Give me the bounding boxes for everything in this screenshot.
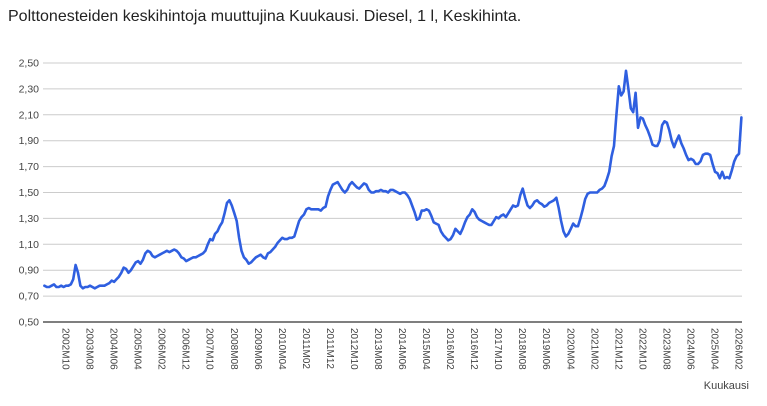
x-axis-label: Kuukausi xyxy=(703,380,749,392)
x-tick-label: 2014M06 xyxy=(396,328,407,370)
x-tick-label: 2004M06 xyxy=(108,328,119,370)
x-tick-label: 2012M10 xyxy=(348,328,359,370)
x-tick-label: 2013M08 xyxy=(372,328,383,370)
x-tick-label: 2006M12 xyxy=(180,328,191,370)
x-tick-label: 2006M02 xyxy=(156,328,167,370)
x-tick-label: 2005M04 xyxy=(132,328,143,370)
y-tick-label: 2,10 xyxy=(19,109,40,121)
y-tick-label: 0,90 xyxy=(19,265,40,277)
x-tick-label: 2024M06 xyxy=(684,328,695,370)
y-tick-label: 1,70 xyxy=(19,161,40,173)
x-tick-label: 2015M04 xyxy=(420,328,431,370)
y-tick-label: 0,50 xyxy=(19,317,40,329)
x-tick-label: 2019M06 xyxy=(540,328,551,370)
y-tick-label: 2,30 xyxy=(19,83,40,95)
x-tick-label: 2021M02 xyxy=(588,328,599,370)
x-tick-label: 2025M04 xyxy=(708,328,719,370)
x-tick-label: 2007M10 xyxy=(204,328,215,370)
y-axis-ticks: 0,50 0,70 0,90 1,10 1,30 1,50 1,70 1,90 2,10 2,30… xyxy=(19,58,40,329)
x-tick-label: 2017M10 xyxy=(492,328,503,370)
y-tick-label: 1,50 xyxy=(19,187,40,199)
x-tick-label: 2021M12 xyxy=(612,328,623,370)
y-tick-label: 1,30 xyxy=(19,213,40,225)
x-tick-label: 2002M10 xyxy=(60,328,71,370)
x-tick-label: 2003M08 xyxy=(84,328,95,370)
x-tick-label: 2008M08 xyxy=(228,328,239,370)
x-tick-label: 2016M12 xyxy=(468,328,479,370)
y-tick-label: 0,70 xyxy=(19,291,40,303)
gridlines xyxy=(43,62,742,323)
x-tick-label: 2026M02 xyxy=(733,328,744,370)
y-tick-label: 1,10 xyxy=(19,239,40,251)
x-tick-label: 2016M02 xyxy=(444,328,455,370)
x-tick-label: 2011M12 xyxy=(324,328,335,369)
y-tick-label: 1,90 xyxy=(19,135,40,147)
x-tick-label: 2023M08 xyxy=(660,328,671,370)
x-tick-label: 2010M04 xyxy=(276,328,287,370)
x-tick-label: 2011M02 xyxy=(300,328,311,369)
x-axis-ticks: 2002M10 2003M08 2004M06 2005M04 2006M02 2006M… xyxy=(60,328,744,370)
series-line-diesel xyxy=(43,69,743,290)
x-tick-label: 2009M06 xyxy=(252,328,263,370)
x-tick-label: 2018M08 xyxy=(516,328,527,370)
x-tick-label: 2020M04 xyxy=(564,328,575,370)
x-tick-label: 2022M10 xyxy=(636,328,647,370)
y-tick-label: 2,50 xyxy=(19,58,40,70)
chart-title: Polttonesteiden keskihintoja muuttujina … xyxy=(8,8,522,25)
